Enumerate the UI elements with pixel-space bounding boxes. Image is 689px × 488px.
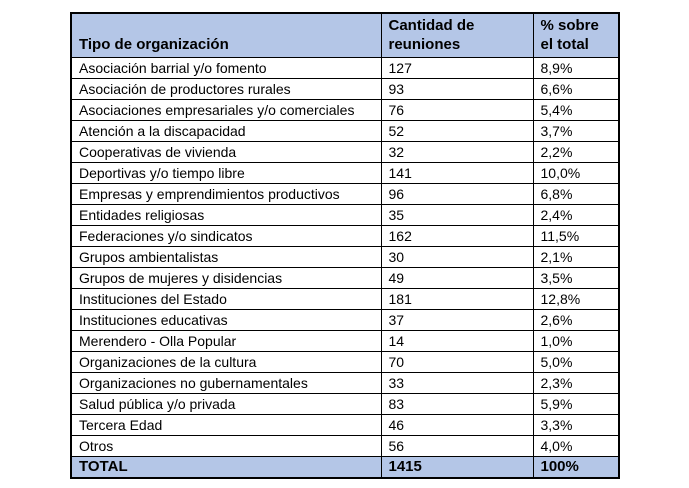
table-row: Merendero - Olla Popular 14 1,0%: [70, 330, 620, 352]
total-row: TOTAL 1415 100%: [70, 456, 620, 479]
meeting-count-cell: 141: [380, 162, 534, 184]
meeting-count-cell: 33: [380, 372, 534, 394]
table-row: Asociaciones empresariales y/o comercial…: [70, 99, 620, 121]
column-header-percent-total: % sobre el total: [532, 12, 620, 58]
percent-total-cell: 4,0%: [532, 435, 620, 457]
meeting-count-cell: 83: [380, 393, 534, 415]
meeting-count-cell: 70: [380, 351, 534, 373]
organization-type-cell: Organizaciones de la cultura: [70, 351, 382, 373]
meeting-count-cell: 35: [380, 204, 534, 226]
table-row: Organizaciones de la cultura 70 5,0%: [70, 351, 620, 373]
organization-type-cell: Instituciones educativas: [70, 309, 382, 331]
organizations-table-container: Tipo de organización Cantidad de reunion…: [70, 12, 620, 479]
organization-type-cell: Entidades religiosas: [70, 204, 382, 226]
table-row: Empresas y emprendimientos productivos 96…: [70, 183, 620, 205]
organization-type-cell: Cooperativas de vivienda: [70, 141, 382, 163]
table-row: Otros 56 4,0%: [70, 435, 620, 457]
percent-total-cell: 5,4%: [532, 99, 620, 121]
table-row: Grupos de mujeres y disidencias 49 3,5%: [70, 267, 620, 289]
organizations-table: Tipo de organización Cantidad de reunion…: [70, 12, 620, 479]
percent-total-cell: 3,7%: [532, 120, 620, 142]
percent-total-cell: 5,0%: [532, 351, 620, 373]
percent-total-cell: 8,9%: [532, 57, 620, 79]
percent-total-cell: 3,5%: [532, 267, 620, 289]
meeting-count-cell: 76: [380, 99, 534, 121]
total-count-cell: 1415: [380, 456, 534, 479]
percent-total-cell: 1,0%: [532, 330, 620, 352]
meeting-count-cell: 162: [380, 225, 534, 247]
organization-type-cell: Atención a la discapacidad: [70, 120, 382, 142]
table-row: Instituciones del Estado 181 12,8%: [70, 288, 620, 310]
organization-type-cell: Empresas y emprendimientos productivos: [70, 183, 382, 205]
percent-total-cell: 12,8%: [532, 288, 620, 310]
table-row: Grupos ambientalistas 30 2,1%: [70, 246, 620, 268]
organization-type-cell: Salud pública y/o privada: [70, 393, 382, 415]
percent-total-cell: 3,3%: [532, 414, 620, 436]
table-body: Asociación barrial y/o fomento 127 8,9% Aso…: [70, 57, 620, 457]
percent-total-cell: 6,6%: [532, 78, 620, 100]
table-row: Asociación barrial y/o fomento 127 8,9%: [70, 57, 620, 79]
organization-type-cell: Federaciones y/o sindicatos: [70, 225, 382, 247]
percent-total-cell: 10,0%: [532, 162, 620, 184]
meeting-count-cell: 37: [380, 309, 534, 331]
organization-type-cell: Deportivas y/o tiempo libre: [70, 162, 382, 184]
total-label-cell: TOTAL: [70, 456, 382, 479]
organization-type-cell: Merendero - Olla Popular: [70, 330, 382, 352]
organization-type-cell: Organizaciones no gubernamentales: [70, 372, 382, 394]
table-row: Entidades religiosas 35 2,4%: [70, 204, 620, 226]
meeting-count-cell: 52: [380, 120, 534, 142]
table-row: Cooperativas de vivienda 32 2,2%: [70, 141, 620, 163]
table-row: Organizaciones no gubernamentales 33 2,3%: [70, 372, 620, 394]
percent-total-cell: 11,5%: [532, 225, 620, 247]
organization-type-cell: Asociación de productores rurales: [70, 78, 382, 100]
column-header-meeting-count: Cantidad de reuniones: [380, 12, 534, 58]
table-row: Tercera Edad 46 3,3%: [70, 414, 620, 436]
table-row: Instituciones educativas 37 2,6%: [70, 309, 620, 331]
table-row: Deportivas y/o tiempo libre 141 10,0%: [70, 162, 620, 184]
meeting-count-cell: 49: [380, 267, 534, 289]
header-row: Tipo de organización Cantidad de reunion…: [70, 12, 620, 58]
total-percent-cell: 100%: [532, 456, 620, 479]
meeting-count-cell: 181: [380, 288, 534, 310]
organization-type-cell: Instituciones del Estado: [70, 288, 382, 310]
table-row: Federaciones y/o sindicatos 162 11,5%: [70, 225, 620, 247]
percent-total-cell: 2,4%: [532, 204, 620, 226]
percent-total-cell: 5,9%: [532, 393, 620, 415]
meeting-count-cell: 14: [380, 330, 534, 352]
column-header-organization-type: Tipo de organización: [70, 12, 382, 58]
table-row: Salud pública y/o privada 83 5,9%: [70, 393, 620, 415]
percent-total-cell: 2,1%: [532, 246, 620, 268]
organization-type-cell: Asociación barrial y/o fomento: [70, 57, 382, 79]
meeting-count-cell: 96: [380, 183, 534, 205]
organization-type-cell: Tercera Edad: [70, 414, 382, 436]
table-row: Atención a la discapacidad 52 3,7%: [70, 120, 620, 142]
percent-total-cell: 2,3%: [532, 372, 620, 394]
organization-type-cell: Asociaciones empresariales y/o comercial…: [70, 99, 382, 121]
organization-type-cell: Otros: [70, 435, 382, 457]
meeting-count-cell: 32: [380, 141, 534, 163]
meeting-count-cell: 30: [380, 246, 534, 268]
table-row: Asociación de productores rurales 93 6,6%: [70, 78, 620, 100]
percent-total-cell: 2,2%: [532, 141, 620, 163]
meeting-count-cell: 56: [380, 435, 534, 457]
meeting-count-cell: 127: [380, 57, 534, 79]
meeting-count-cell: 93: [380, 78, 534, 100]
percent-total-cell: 2,6%: [532, 309, 620, 331]
percent-total-cell: 6,8%: [532, 183, 620, 205]
meeting-count-cell: 46: [380, 414, 534, 436]
organization-type-cell: Grupos ambientalistas: [70, 246, 382, 268]
organization-type-cell: Grupos de mujeres y disidencias: [70, 267, 382, 289]
